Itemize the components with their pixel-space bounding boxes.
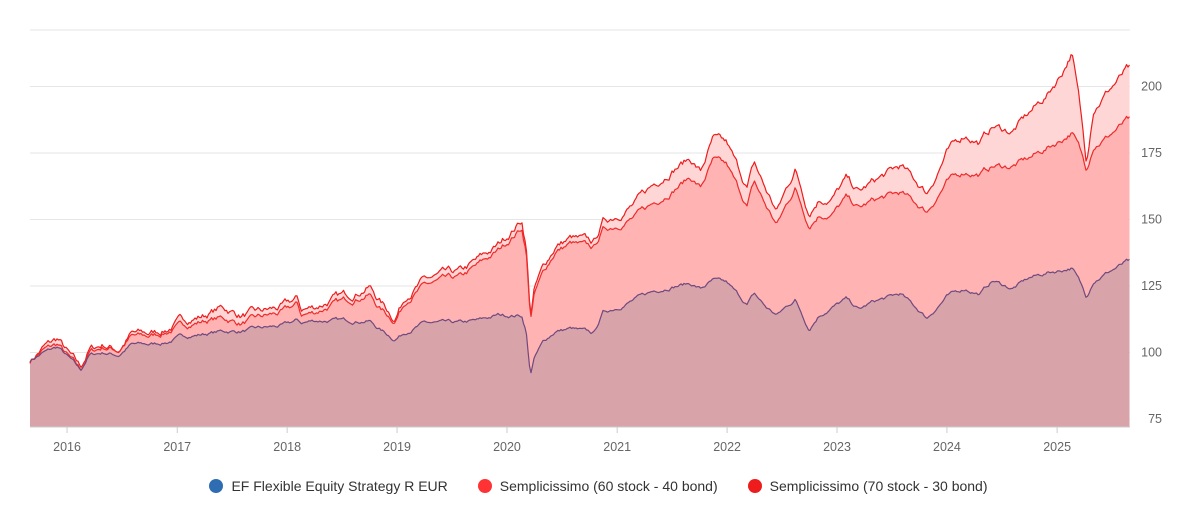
y-tick-label: 200: [1141, 80, 1162, 94]
y-tick-label: 150: [1141, 213, 1162, 227]
y-tick-label: 75: [1148, 412, 1162, 426]
legend-marker-icon: [477, 479, 492, 493]
x-tick-label: 2024: [933, 440, 961, 454]
series-line-2[interactable]: [29, 54, 1130, 368]
x-tick-label: 2017: [163, 440, 191, 454]
x-tick-label: 2020: [493, 440, 521, 454]
series-line-0[interactable]: [29, 258, 1130, 374]
series-lines: [29, 54, 1130, 374]
x-axis-tick-labels: 2016 2017 2018 2019 2020 2021 2022 2023 2024 2025: [53, 440, 1071, 454]
x-tick-label: 2019: [383, 440, 411, 454]
legend-item-semplicissimo-70-30[interactable]: Semplicissimo (70 stock - 30 bond): [747, 478, 988, 494]
series-area-0: [30, 259, 1130, 427]
legend-marker-icon: [209, 479, 224, 493]
x-axis: [30, 426, 1130, 433]
x-tick-label: 2018: [273, 440, 301, 454]
x-tick-label: 2021: [603, 440, 631, 454]
y-tick-label: 175: [1141, 146, 1162, 160]
series-areas: [30, 54, 1130, 428]
y-axis-tick-labels: 75 100 125 150 175 200: [1141, 80, 1162, 426]
legend-label: Semplicissimo (70 stock - 30 bond): [769, 478, 988, 494]
x-tick-label: 2016: [53, 440, 81, 454]
legend-item-ef-flexible[interactable]: EF Flexible Equity Strategy R EUR: [209, 478, 448, 494]
y-tick-label: 125: [1141, 279, 1162, 293]
legend-label: EF Flexible Equity Strategy R EUR: [231, 478, 448, 494]
x-tick-label: 2022: [713, 440, 741, 454]
legend-item-semplicissimo-60-40[interactable]: Semplicissimo (60 stock - 40 bond): [477, 478, 718, 494]
x-tick-label: 2023: [823, 440, 851, 454]
legend-label: Semplicissimo (60 stock - 40 bond): [499, 478, 718, 494]
legend-marker-icon: [747, 479, 762, 493]
y-tick-label: 100: [1141, 346, 1162, 360]
x-tick-label: 2025: [1043, 440, 1071, 454]
legend: EF Flexible Equity Strategy R EUR Sempli…: [0, 474, 1197, 498]
series-line-1[interactable]: [29, 115, 1130, 371]
